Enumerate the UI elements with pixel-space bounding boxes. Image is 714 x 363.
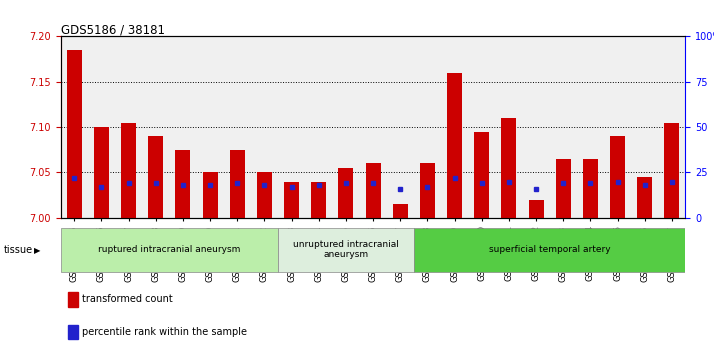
Bar xyxy=(528,200,543,218)
Bar xyxy=(230,150,245,218)
Text: percentile rank within the sample: percentile rank within the sample xyxy=(82,327,247,337)
Bar xyxy=(338,168,353,218)
Bar xyxy=(94,127,109,218)
Bar xyxy=(203,172,218,218)
Bar xyxy=(474,132,489,218)
Bar xyxy=(278,228,414,272)
Bar xyxy=(637,177,652,218)
Bar xyxy=(311,182,326,218)
Text: superficial temporal artery: superficial temporal artery xyxy=(489,245,610,254)
Bar xyxy=(121,122,136,218)
Bar xyxy=(555,159,570,218)
Bar xyxy=(414,228,685,272)
Bar xyxy=(583,159,598,218)
Bar xyxy=(501,118,516,218)
Text: ruptured intracranial aneurysm: ruptured intracranial aneurysm xyxy=(98,245,241,254)
Text: ▶: ▶ xyxy=(34,246,41,255)
Text: unruptured intracranial
aneurysm: unruptured intracranial aneurysm xyxy=(293,240,399,259)
Bar xyxy=(665,122,679,218)
Bar xyxy=(366,163,381,218)
Bar xyxy=(149,136,164,218)
Bar xyxy=(393,204,408,218)
Bar xyxy=(176,150,191,218)
Bar xyxy=(610,136,625,218)
Text: tissue: tissue xyxy=(4,245,33,256)
Bar xyxy=(61,228,278,272)
Bar xyxy=(447,73,462,218)
Text: transformed count: transformed count xyxy=(82,294,173,305)
Bar xyxy=(420,163,435,218)
Bar xyxy=(67,50,81,218)
Bar xyxy=(257,172,272,218)
Bar xyxy=(284,182,299,218)
Text: GDS5186 / 38181: GDS5186 / 38181 xyxy=(61,23,165,36)
